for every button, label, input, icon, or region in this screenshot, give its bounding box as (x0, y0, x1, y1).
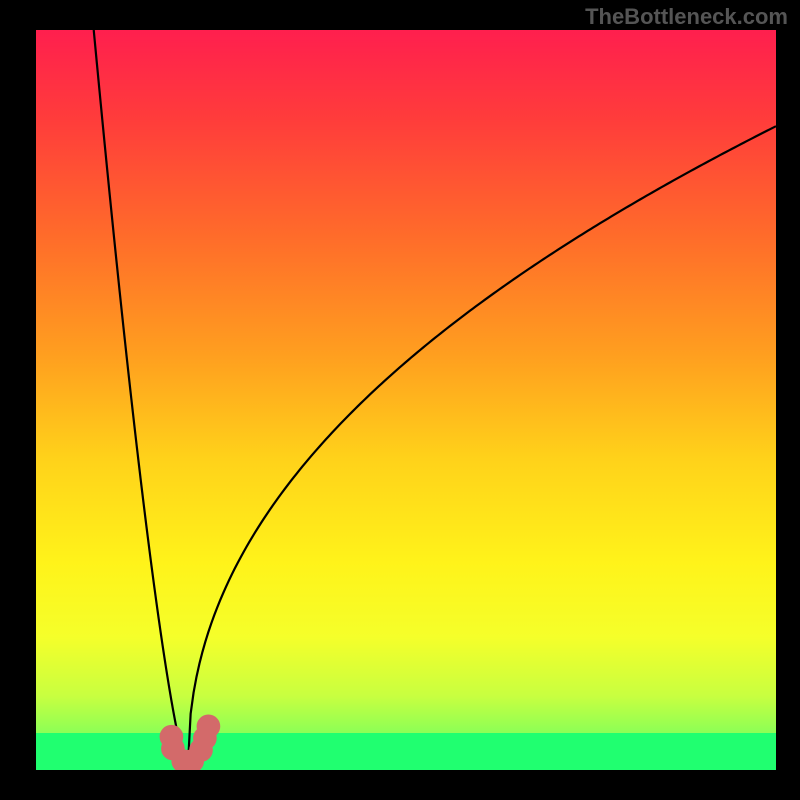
chart-plot-area (36, 30, 776, 770)
chart-marker (197, 715, 221, 739)
chart-green-band (36, 733, 776, 770)
watermark-text: TheBottleneck.com (585, 4, 788, 30)
chart-svg (36, 30, 776, 770)
chart-background-gradient (36, 30, 776, 770)
